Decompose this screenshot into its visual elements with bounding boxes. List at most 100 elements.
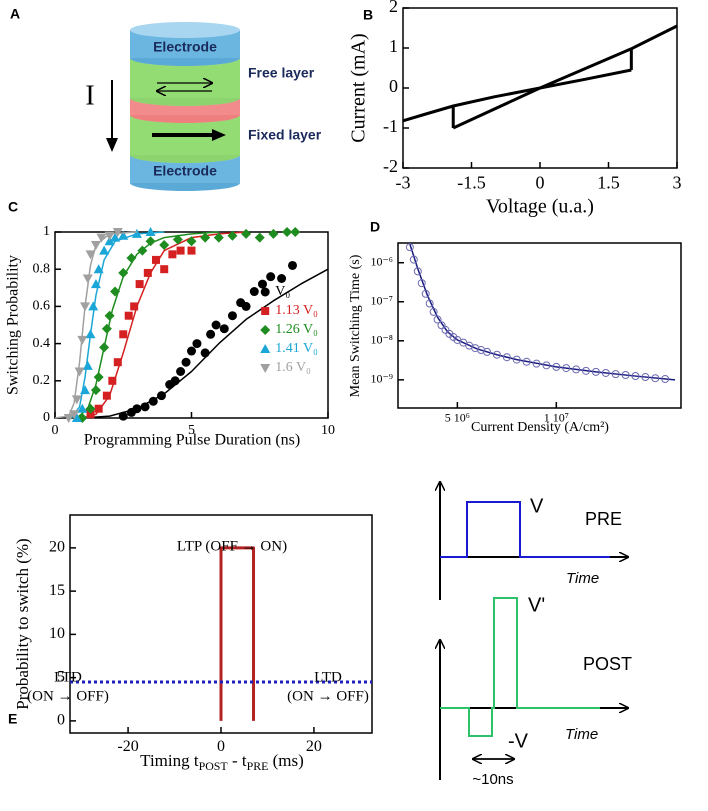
point [94, 404, 103, 413]
point [168, 250, 177, 259]
point [148, 396, 158, 406]
point [118, 230, 129, 240]
point [582, 366, 591, 375]
point [74, 367, 85, 377]
plot-frame [397, 242, 682, 409]
panel-a: A Electrode Electrode Free layer Fixed l… [10, 6, 322, 191]
chart: D 5 10⁶ 1 10⁷ 10⁻⁹ 10⁻⁸ 10⁻⁷ 10⁻⁶ Current Densi… [348, 219, 682, 435]
point [425, 299, 434, 308]
pulse-name: PRE [585, 509, 622, 529]
point [159, 240, 170, 251]
point [187, 246, 196, 255]
point [112, 228, 123, 237]
point [433, 315, 442, 324]
point [172, 234, 183, 245]
point [126, 253, 137, 264]
layer-label: Electrode [153, 39, 217, 55]
y-tick-label: 20 [49, 539, 65, 556]
point [211, 320, 221, 330]
point [119, 330, 128, 339]
y-tick-label: 1 [389, 36, 398, 56]
point [80, 302, 91, 312]
point [277, 274, 287, 283]
point [108, 376, 117, 385]
y-tick-label: 1 [43, 224, 50, 239]
annotation: LTD [54, 669, 82, 685]
point [104, 231, 115, 241]
level-label: V [530, 495, 544, 517]
x-tick-label: 20 [306, 738, 322, 755]
point [90, 279, 101, 289]
x-axis-label-part: POST [199, 759, 229, 773]
point [413, 267, 422, 276]
x-tick-label: 0 [52, 423, 59, 438]
pulse-diagram: V PRE Time V' -V POST Time ~10ns [440, 482, 632, 788]
y-tick-label: 0.8 [33, 261, 51, 276]
x-axis-label-part: Timing t [140, 751, 199, 770]
legend-label: 1.13 V₀ [275, 303, 318, 318]
y-tick-label: 15 [49, 582, 65, 599]
point [110, 286, 121, 297]
point [86, 410, 95, 419]
x-axis-label-part: - t [228, 751, 247, 770]
point [552, 362, 561, 371]
point [85, 403, 96, 414]
point [63, 414, 74, 423]
y-tick-label: 10⁻⁹ [370, 372, 393, 386]
point [512, 355, 521, 364]
point [483, 347, 492, 356]
point [85, 329, 96, 339]
point [601, 368, 610, 377]
y-tick-label: -1 [383, 116, 398, 136]
point [160, 265, 169, 274]
point [82, 274, 93, 284]
point [137, 245, 148, 256]
point [631, 372, 640, 381]
pre-pulse [440, 501, 610, 558]
point [93, 264, 104, 274]
pulse-name: POST [583, 654, 632, 674]
annotation: LTP (OFF → ON) [177, 538, 287, 554]
point [131, 228, 142, 238]
point [417, 279, 426, 288]
x-axis-label: Programming Pulse Duration (ns) [84, 432, 300, 449]
x-tick-label: 10 [321, 423, 335, 438]
point [145, 236, 156, 247]
y-tick-label: -2 [383, 156, 398, 176]
point [219, 324, 229, 334]
point [104, 310, 115, 321]
panel-label: C [8, 199, 18, 215]
point [96, 233, 107, 243]
annotation: LTD [314, 669, 342, 685]
legend-marker [260, 344, 271, 353]
point [249, 287, 259, 297]
point [290, 227, 301, 237]
point [118, 267, 129, 278]
layer-label: Fixed layer [248, 127, 322, 143]
panel-label: D [370, 219, 380, 235]
x-axis-label-part: (ms) [268, 751, 303, 770]
chart: C 0 5 10 0 0.2 0.4 0.6 0.8 1 Programming Pulse Dur… [5, 199, 335, 449]
point [429, 307, 438, 316]
point [227, 311, 237, 321]
point [241, 301, 251, 311]
x-tick-label: -3 [396, 172, 411, 192]
legend-label: 1.26 V₀ [275, 322, 318, 337]
y-tick-label: 5 [57, 668, 65, 685]
point [85, 250, 96, 260]
x-axis-label: Timing tPOST - tPRE (ms) [140, 751, 304, 773]
point [71, 395, 82, 405]
point [176, 367, 186, 376]
point [477, 346, 486, 355]
point [93, 372, 104, 383]
legend-marker [260, 325, 271, 335]
duration-label: ~10ns [472, 771, 513, 788]
point [651, 374, 660, 383]
point [132, 404, 142, 414]
point [288, 260, 298, 270]
panel-label: A [10, 6, 20, 22]
x-axis-label: Voltage (u.a.) [486, 196, 594, 218]
legend-label: 1.41 V₀ [275, 341, 318, 356]
annotation: (ON → OFF) [287, 688, 369, 704]
